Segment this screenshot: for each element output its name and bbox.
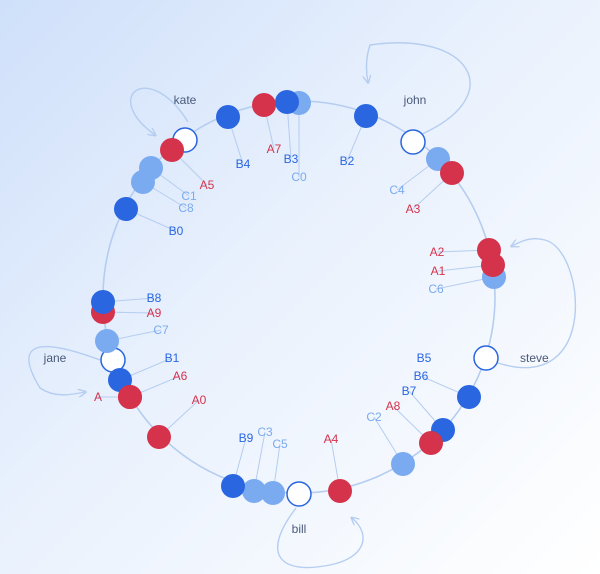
key-dot-A3[interactable] bbox=[440, 161, 464, 185]
server-label-kate: kate bbox=[174, 93, 197, 107]
key-dot-C5[interactable] bbox=[261, 481, 285, 505]
key-label-B3: B3 bbox=[284, 152, 299, 166]
server-label-steve: steve bbox=[520, 351, 549, 365]
key-label-C4: C4 bbox=[389, 183, 405, 197]
key-label-A3: A3 bbox=[406, 202, 421, 216]
server-node-john[interactable] bbox=[400, 129, 426, 155]
key-label-B5: B5 bbox=[417, 351, 432, 365]
key-label-B4: B4 bbox=[236, 157, 251, 171]
key-dot-A5[interactable] bbox=[160, 138, 184, 162]
key-label-B2: B2 bbox=[340, 154, 355, 168]
server-node-steve[interactable] bbox=[473, 345, 499, 371]
key-dot-C8[interactable] bbox=[131, 170, 155, 194]
key-label-C2: C2 bbox=[366, 410, 382, 424]
key-dot-C2[interactable] bbox=[391, 452, 415, 476]
key-label-A4: A4 bbox=[324, 432, 339, 446]
loop-arrow-kate bbox=[129, 87, 189, 135]
server-label-jane: jane bbox=[43, 351, 67, 365]
loop-arrow-steve bbox=[497, 237, 577, 369]
key-dot-B9[interactable] bbox=[221, 474, 245, 498]
key-label-B6: B6 bbox=[414, 369, 429, 383]
server-label-john: john bbox=[403, 93, 427, 107]
key-dot-A8[interactable] bbox=[419, 431, 443, 455]
key-label-B7: B7 bbox=[402, 384, 417, 398]
key-label-A6: A6 bbox=[173, 369, 188, 383]
key-dot-B3[interactable] bbox=[275, 90, 299, 114]
server-label-bill: bill bbox=[292, 522, 307, 536]
key-label-A0: A0 bbox=[192, 393, 207, 407]
key-dot-C7[interactable] bbox=[95, 329, 119, 353]
key-dot-A1[interactable] bbox=[481, 253, 505, 277]
key-dot-A4[interactable] bbox=[328, 479, 352, 503]
key-label-A1: A1 bbox=[431, 264, 446, 278]
key-label-A9: A9 bbox=[147, 306, 162, 320]
key-dot-A6[interactable] bbox=[118, 385, 142, 409]
key-dot-B2[interactable] bbox=[354, 104, 378, 128]
key-label-B0: B0 bbox=[169, 224, 184, 238]
key-label-C7: C7 bbox=[153, 323, 169, 337]
key-dot-B6[interactable] bbox=[457, 385, 481, 409]
key-label-A5: A5 bbox=[200, 178, 215, 192]
key-dot-B0[interactable] bbox=[114, 197, 138, 221]
key-label-B1: B1 bbox=[165, 351, 180, 365]
key-label-C6: C6 bbox=[428, 282, 444, 296]
key-label-C1: C1 bbox=[181, 189, 197, 203]
key-dot-A0[interactable] bbox=[147, 425, 171, 449]
key-dot-B8[interactable] bbox=[91, 290, 115, 314]
key-dot-A7[interactable] bbox=[252, 93, 276, 117]
key-label-A8: A8 bbox=[386, 399, 401, 413]
key-label-B8: B8 bbox=[147, 291, 162, 305]
server-node-bill[interactable] bbox=[286, 481, 312, 507]
key-label-C8: C8 bbox=[178, 201, 194, 215]
key-label-C3: C3 bbox=[257, 425, 273, 439]
key-label-C5: C5 bbox=[272, 437, 288, 451]
loop-arrow-john bbox=[366, 42, 471, 136]
key-dot-B4[interactable] bbox=[216, 105, 240, 129]
key-label-B9: B9 bbox=[239, 431, 254, 445]
key-dot-C3[interactable] bbox=[242, 479, 266, 503]
key-label-A7: A7 bbox=[267, 142, 282, 156]
loop-arrow-bill bbox=[277, 507, 364, 569]
key-label-A2: A2 bbox=[430, 245, 445, 259]
key-label-A: A bbox=[94, 390, 102, 404]
loop-arrow-jane bbox=[28, 345, 101, 395]
key-label-C0: C0 bbox=[291, 170, 307, 184]
